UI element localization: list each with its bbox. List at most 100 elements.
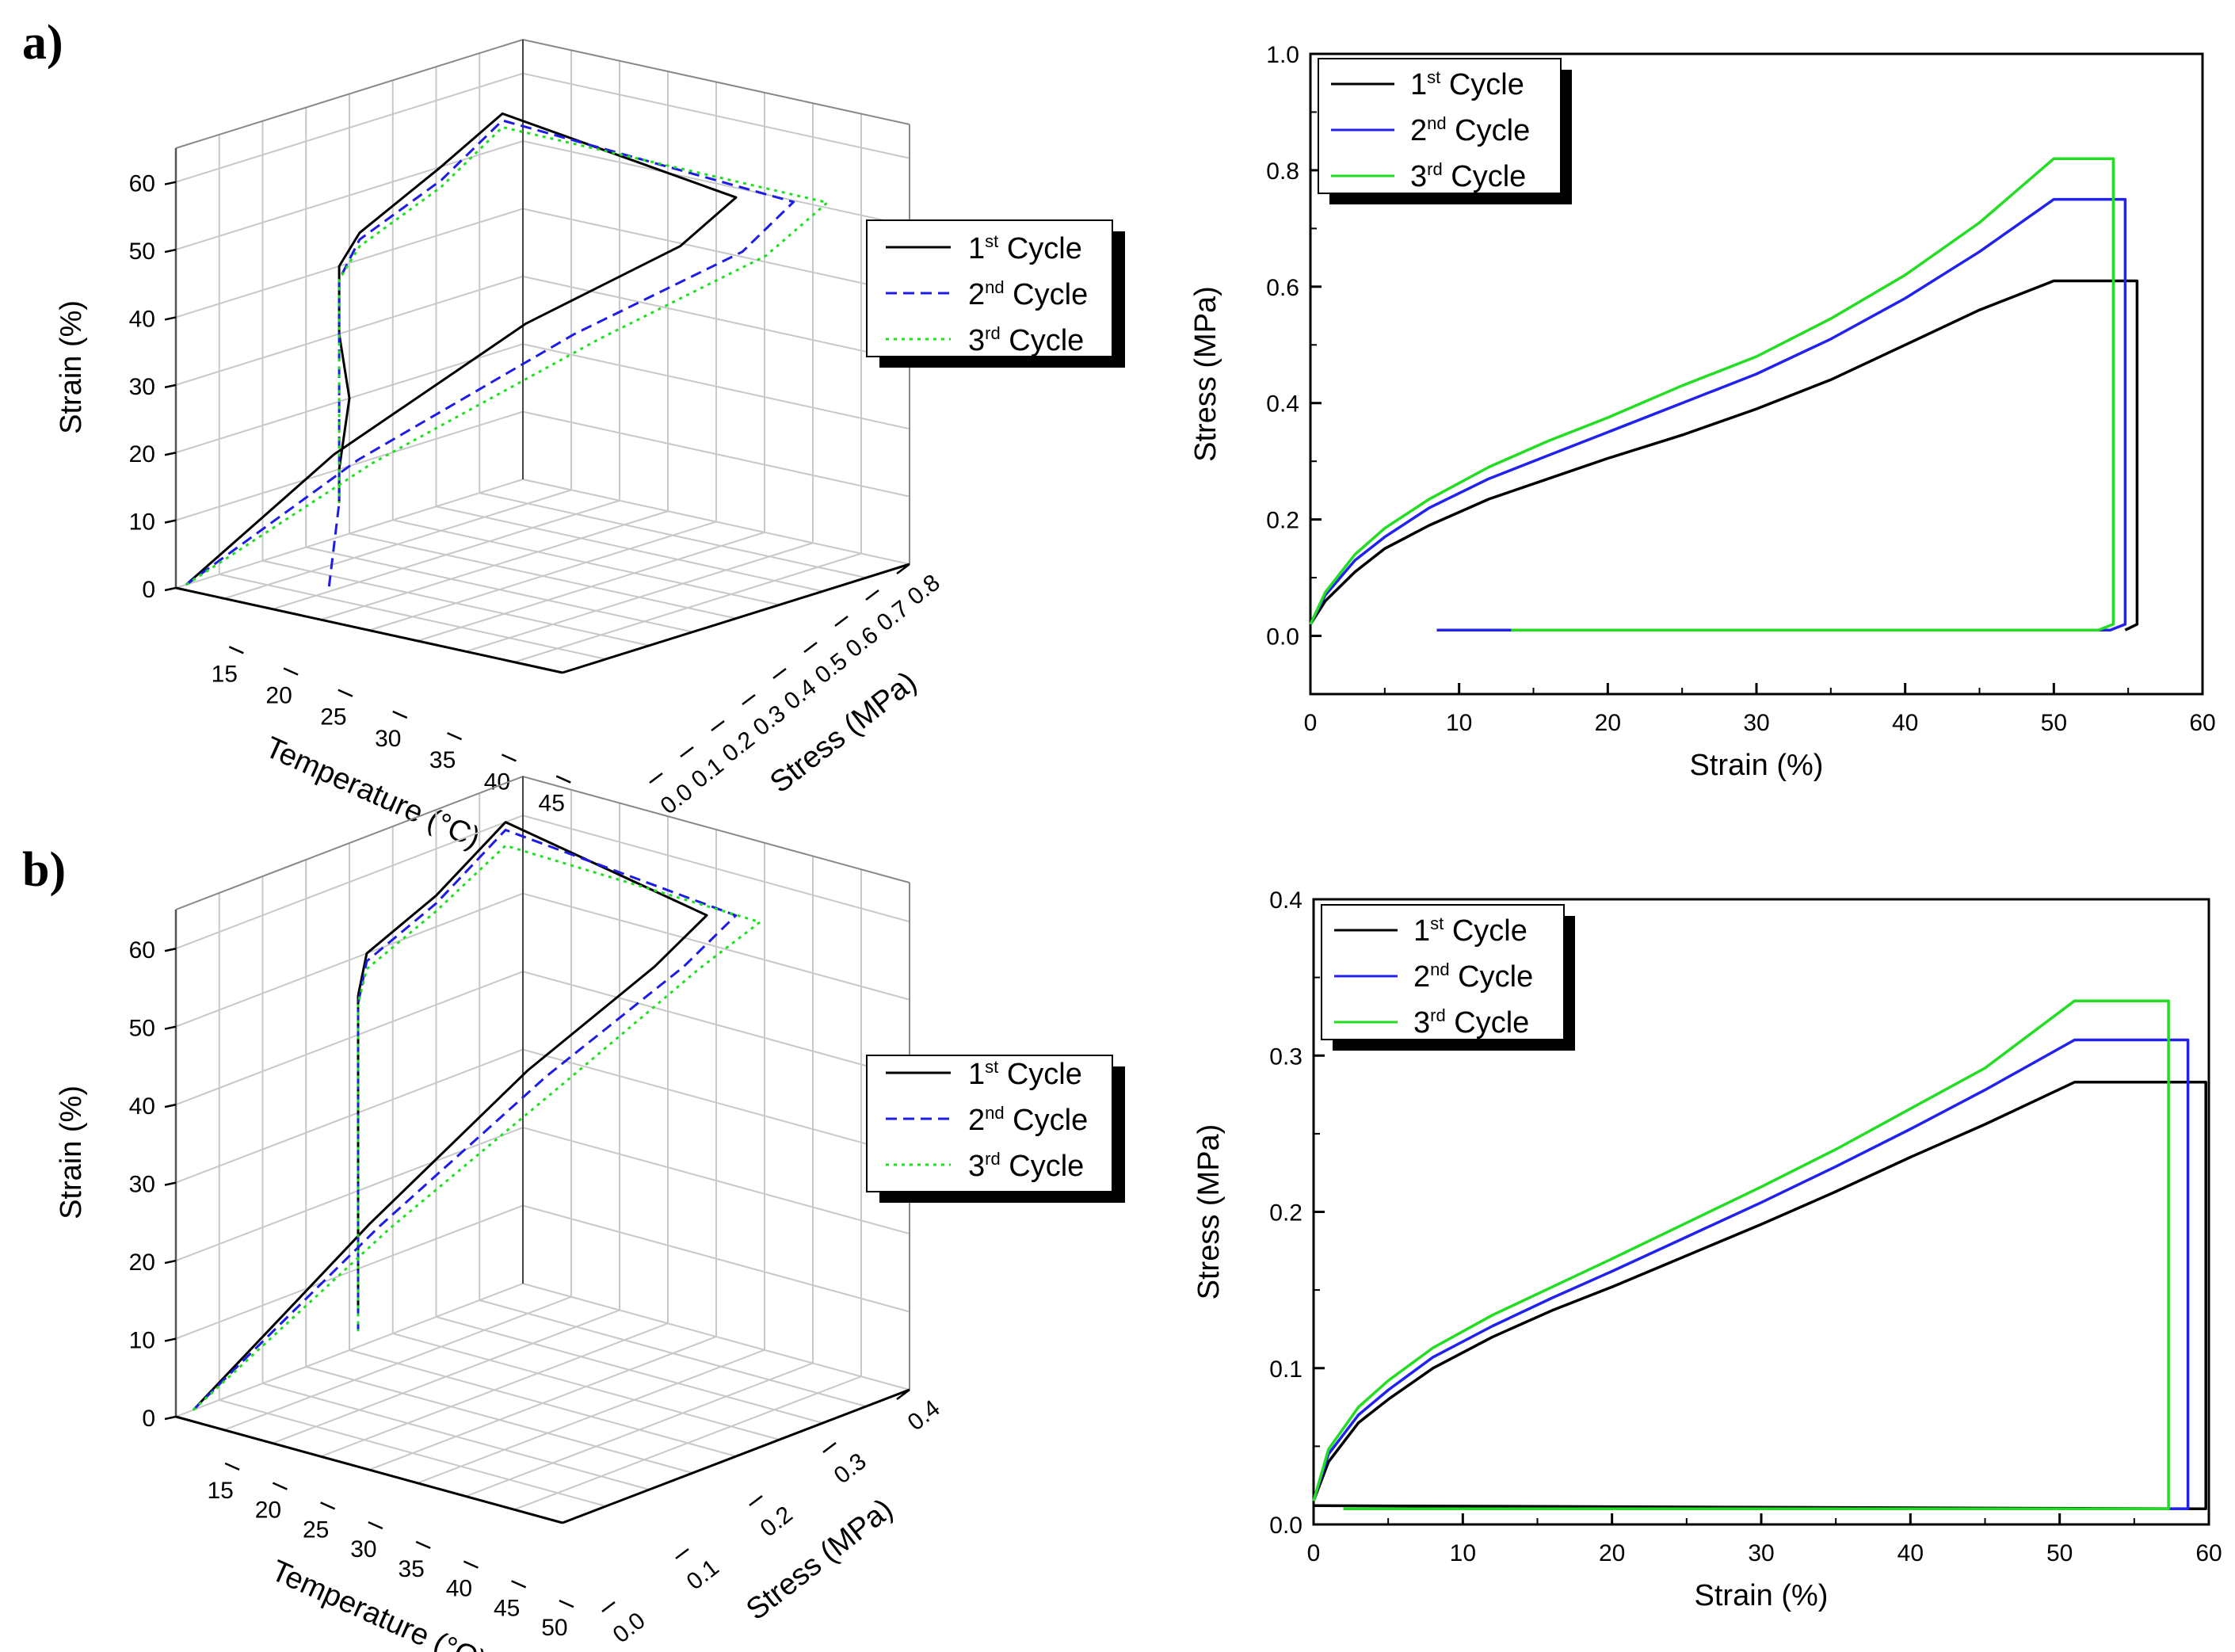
series-line-2nd-cycle	[185, 119, 795, 588]
x-tick-label: 50	[2046, 1540, 2073, 1566]
legend-box	[866, 219, 1113, 357]
grid-line	[522, 971, 910, 1079]
y-tick-label: 0.3	[1269, 1043, 1302, 1070]
series-line-1st-cycle	[1312, 1081, 2207, 1511]
grid-line	[175, 479, 524, 589]
stress-tick-label: 0.4	[903, 1395, 945, 1436]
temperature-tick-mark	[320, 1501, 336, 1510]
temperature-axis-line	[175, 1415, 563, 1524]
grid-line	[320, 510, 669, 621]
grid-line	[522, 892, 910, 1001]
legend-box	[1318, 58, 1562, 194]
grid-line	[513, 1375, 862, 1511]
plot3d-b: 0 10 20 30 40 50 60 Strain (%) 15 20 25 30 35 40 45 50 T…	[55, 775, 945, 1652]
strain-tick-mark	[164, 248, 177, 254]
grid-line	[175, 140, 524, 251]
grid-line	[320, 1322, 669, 1458]
x-tick-label: 20	[1599, 1540, 1625, 1566]
series-line-3rd-cycle	[1312, 999, 2170, 1511]
strain-tick-label: 0	[142, 1406, 155, 1432]
grid-line	[175, 1204, 524, 1340]
series-line-3rd-cycle	[185, 126, 829, 586]
grid-line	[175, 208, 524, 319]
temperature-tick-label: 35	[429, 747, 456, 773]
stress-tick-mark	[742, 694, 756, 705]
strain-tick-label: 60	[129, 937, 155, 963]
legend-label-2nd: 2nd Cycle	[968, 277, 1088, 311]
temperature-tick-label: 45	[539, 791, 565, 817]
series-line-1st-cycle	[185, 112, 738, 586]
temperature-tick-label: 15	[207, 1478, 233, 1504]
x-tick-label: 0	[1304, 710, 1318, 736]
y-tick-label: 0.4	[1266, 391, 1299, 418]
temperature-tick-mark	[228, 646, 244, 654]
series-line-1st-cycle	[192, 821, 708, 1411]
y-tick-label: 0.8	[1266, 158, 1299, 185]
stress-tick-label: 0.8	[903, 570, 945, 611]
temperature-tick-mark	[415, 1540, 431, 1549]
grid-line	[175, 971, 524, 1106]
temperature-tick-mark	[447, 732, 463, 741]
strain-tick-mark	[164, 383, 177, 389]
temperature-tick-mark	[501, 754, 517, 762]
stress-tick-mark	[772, 668, 787, 679]
grid-line	[513, 552, 862, 663]
stress-tick-label: 0.4	[780, 674, 822, 715]
temperature-tick-mark	[283, 667, 299, 676]
strain-tick-mark	[164, 181, 177, 185]
y-tick-label: 0.1	[1269, 1356, 1302, 1383]
temperature-axis-label: Temperature (°C)	[266, 1554, 491, 1652]
stress-tick-mark	[834, 616, 849, 627]
grid-line	[522, 208, 910, 295]
stress-tick-label: 0.3	[830, 1448, 871, 1490]
stress-tick-mark	[896, 563, 910, 574]
grid-line	[522, 1204, 910, 1313]
legend-label-2nd: 2nd Cycle	[1410, 113, 1530, 147]
y-tick-label: 0.2	[1269, 1200, 1302, 1227]
temperature-tick-mark	[559, 1599, 574, 1608]
temperature-tick-label: 20	[255, 1497, 281, 1524]
x-tick-label: 10	[1446, 710, 1472, 736]
strain-tick-label: 30	[129, 374, 155, 400]
strain-axis-label: Strain (%)	[55, 1085, 88, 1219]
strain-tick-mark	[164, 586, 177, 592]
y-tick-label: 0.2	[1266, 508, 1299, 534]
strain-tick-label: 50	[129, 1016, 155, 1042]
temperature-tick-mark	[511, 1580, 527, 1589]
series-line-3rd-cycle	[192, 844, 761, 1411]
temperature-tick-label: 40	[484, 769, 510, 795]
temperature-tick-label: 45	[494, 1595, 520, 1621]
x-tick-label: 20	[1595, 710, 1621, 736]
grid-line	[223, 1295, 572, 1431]
stress-axis-line	[562, 1388, 910, 1524]
x-tick-label: 40	[1892, 710, 1918, 736]
grid-line	[175, 1283, 524, 1417]
stress-tick-mark	[675, 1548, 689, 1559]
legend-label-1st: 1st Cycle	[968, 1057, 1082, 1091]
legend-label-3rd: 3rd Cycle	[1410, 159, 1526, 193]
strain-tick-label: 30	[129, 1172, 155, 1198]
stress-tick-mark	[865, 589, 879, 601]
strain-tick-mark	[164, 452, 177, 456]
strain-tick-mark	[164, 948, 177, 952]
temperature-tick-label: 40	[446, 1576, 472, 1602]
grid-line	[522, 140, 910, 227]
series-line-2nd-cycle	[1309, 197, 2127, 631]
temperature-tick-mark	[392, 710, 408, 719]
temperature-tick-label: 30	[350, 1536, 376, 1562]
grid-line	[223, 489, 572, 600]
stress-tick-label: 0.6	[841, 622, 883, 663]
panel-label-b: b)	[22, 843, 66, 897]
grid-line	[175, 1048, 524, 1184]
legend-label-1st: 1st Cycle	[968, 231, 1082, 265]
legend2d-a: 1st Cycle 2nd Cycle 3rd Cycle	[1318, 58, 1572, 204]
strain-tick-label: 60	[129, 171, 155, 197]
grid-line	[522, 815, 910, 923]
x-axis-label: Strain (%)	[1695, 1579, 1829, 1612]
stress-tick-mark	[711, 720, 725, 731]
y-tick-label: 0.0	[1269, 1513, 1302, 1539]
grid-line	[522, 72, 910, 159]
strain-tick-mark	[164, 519, 177, 524]
